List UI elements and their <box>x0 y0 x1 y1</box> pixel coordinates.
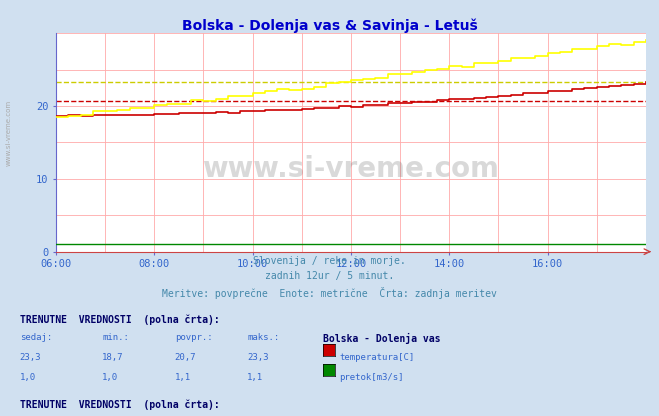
Text: 18,7: 18,7 <box>102 353 124 362</box>
Text: 1,1: 1,1 <box>175 373 190 382</box>
Text: Slovenija / reke in morje.
zadnih 12ur / 5 minut.
Meritve: povprečne  Enote: met: Slovenija / reke in morje. zadnih 12ur /… <box>162 256 497 299</box>
Text: povpr.:: povpr.: <box>175 333 212 342</box>
Text: www.si-vreme.com: www.si-vreme.com <box>5 100 11 166</box>
Text: 20,7: 20,7 <box>175 353 196 362</box>
Text: Bolska - Dolenja vas: Bolska - Dolenja vas <box>323 333 440 344</box>
Text: www.si-vreme.com: www.si-vreme.com <box>202 155 500 183</box>
Text: Bolska - Dolenja vas & Savinja - Letuš: Bolska - Dolenja vas & Savinja - Letuš <box>182 19 477 33</box>
Text: 23,3: 23,3 <box>20 353 42 362</box>
Text: TRENUTNE  VREDNOSTI  (polna črta):: TRENUTNE VREDNOSTI (polna črta): <box>20 314 219 324</box>
Text: 23,3: 23,3 <box>247 353 269 362</box>
Text: temperatura[C]: temperatura[C] <box>339 353 415 362</box>
Text: 1,0: 1,0 <box>20 373 36 382</box>
Text: TRENUTNE  VREDNOSTI  (polna črta):: TRENUTNE VREDNOSTI (polna črta): <box>20 400 219 410</box>
Text: 1,1: 1,1 <box>247 373 263 382</box>
Text: sedaj:: sedaj: <box>20 333 52 342</box>
Text: pretok[m3/s]: pretok[m3/s] <box>339 373 404 382</box>
Text: 1,0: 1,0 <box>102 373 118 382</box>
Text: min.:: min.: <box>102 333 129 342</box>
Text: maks.:: maks.: <box>247 333 279 342</box>
